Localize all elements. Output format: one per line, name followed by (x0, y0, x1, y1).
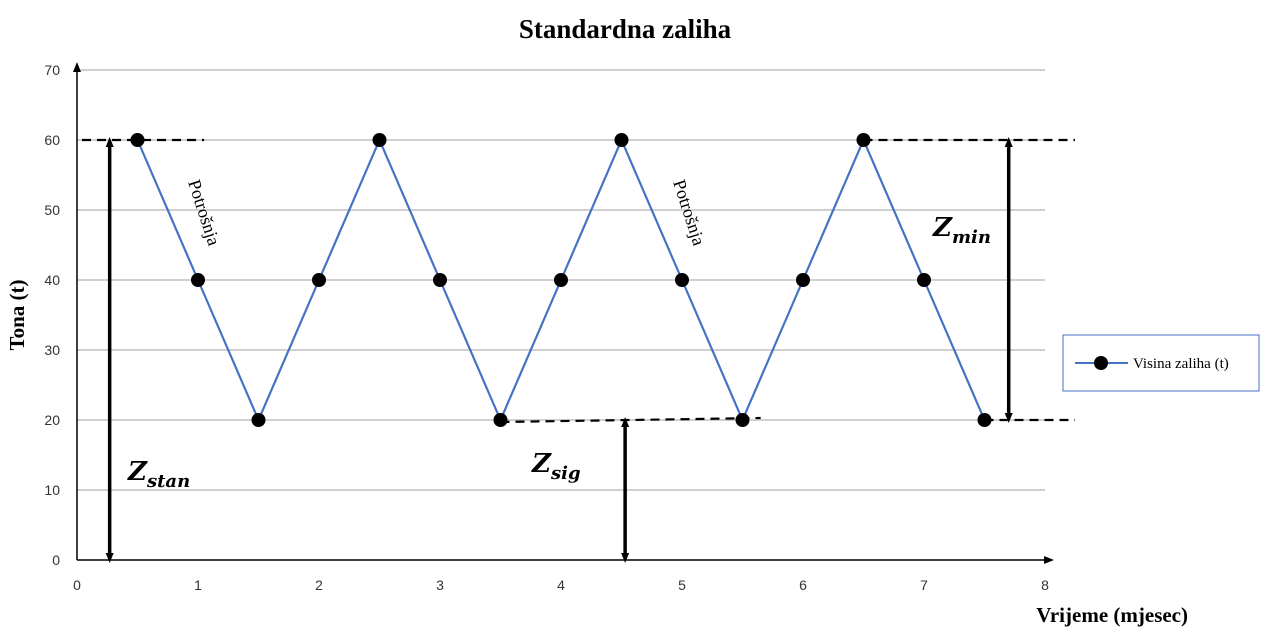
z-sig-label: Zsig (531, 449, 581, 484)
z-stan-label: Zstan (127, 457, 190, 492)
y-tick-70: 70 (44, 62, 60, 78)
data-point-11 (735, 413, 750, 427)
axes (73, 62, 1054, 564)
x-tick-1: 1 (194, 577, 202, 593)
data-point-4 (312, 273, 326, 287)
data-point-3 (251, 413, 266, 427)
y-tick-50: 50 (44, 202, 60, 218)
z-min-label: Zmin (932, 213, 991, 248)
consumption-label-1: Potrošnja (184, 177, 224, 248)
series-visina-zaliha (130, 133, 992, 427)
data-point-15 (977, 413, 992, 427)
data-point-12 (796, 273, 810, 287)
y-axis-title: Tona (t) (5, 280, 29, 351)
y-tick-60: 60 (44, 132, 60, 148)
x-tick-8: 8 (1041, 577, 1049, 593)
data-point-14 (917, 273, 931, 287)
gridlines (77, 69, 1045, 491)
x-axis-title: Vrijeme (mjesec) (1036, 603, 1188, 627)
y-tick-20: 20 (44, 412, 60, 428)
chart-title: Standardna zaliha (519, 14, 732, 44)
y-tick-30: 30 (44, 342, 60, 358)
y-tick-labels: 0 10 20 30 40 50 60 70 (44, 62, 60, 568)
z-arrows (105, 137, 1013, 563)
data-point-1 (130, 133, 145, 147)
x-tick-0: 0 (73, 577, 81, 593)
consumption-label-2: Potrošnja (669, 177, 709, 248)
x-tick-labels: 0 1 2 3 4 5 6 7 8 (73, 577, 1049, 593)
data-point-5 (372, 133, 387, 147)
data-point-6 (433, 273, 447, 287)
data-point-7 (493, 413, 508, 427)
y-tick-0: 0 (52, 552, 60, 568)
dashed-min-level-middle (500, 416, 761, 424)
legend: Visina zaliha (t) (1062, 334, 1260, 392)
x-tick-3: 3 (436, 577, 444, 593)
data-point-8 (554, 273, 568, 287)
data-point-2 (191, 273, 205, 287)
x-tick-2: 2 (315, 577, 323, 593)
data-point-10 (675, 273, 689, 287)
y-tick-40: 40 (44, 272, 60, 288)
x-tick-7: 7 (920, 577, 928, 593)
x-tick-6: 6 (799, 577, 807, 593)
y-tick-10: 10 (44, 482, 60, 498)
x-tick-4: 4 (557, 577, 565, 593)
legend-marker (1094, 356, 1108, 370)
data-point-9 (614, 133, 629, 147)
legend-label: Visina zaliha (t) (1133, 356, 1229, 372)
x-tick-5: 5 (678, 577, 686, 593)
data-point-13 (856, 133, 871, 147)
